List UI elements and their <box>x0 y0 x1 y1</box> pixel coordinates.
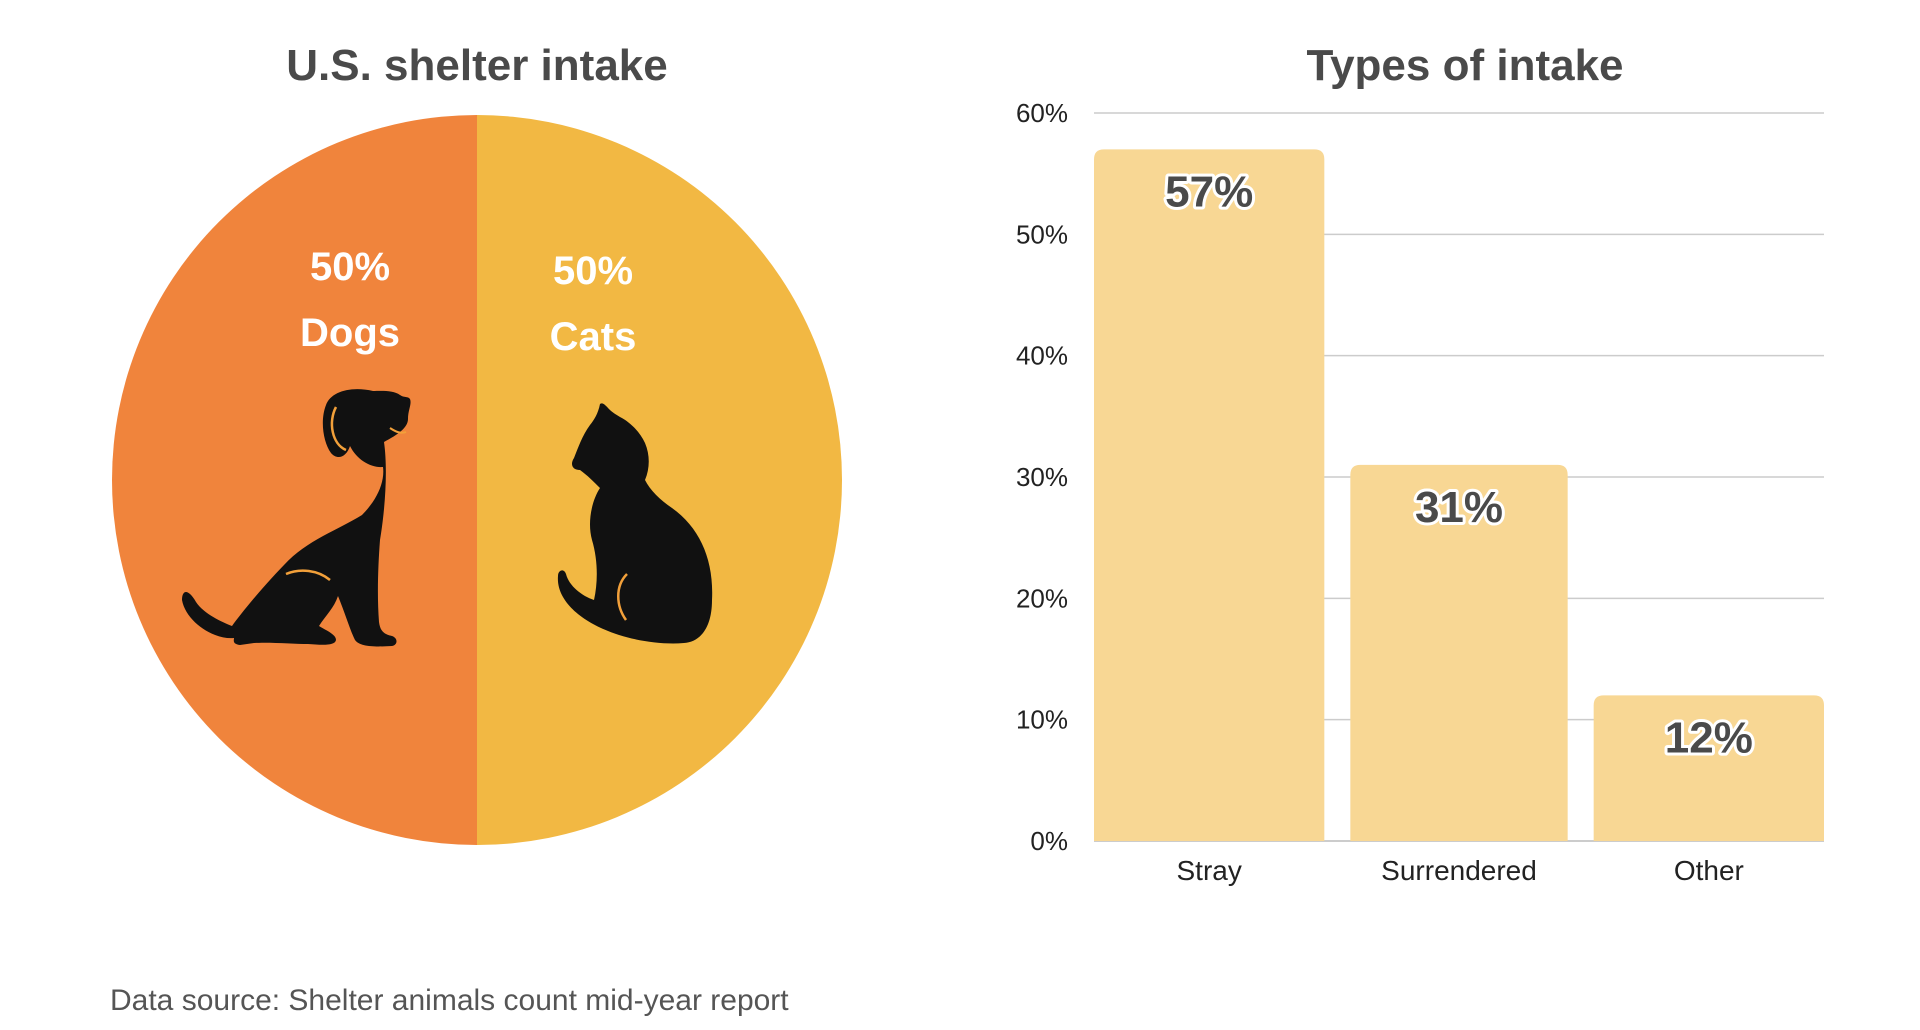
pie-slice-dogs <box>112 115 477 845</box>
bar-chart-data-labels: 57% 31% 12% <box>1162 164 1756 765</box>
pie-slice-cats <box>477 115 842 845</box>
dog-silhouette-icon <box>182 389 411 647</box>
x-tick-label: Other <box>1674 855 1744 886</box>
y-tick-label: 20% <box>1016 583 1068 613</box>
pie-chart: U.S. shelter intake 50% Dogs 50% Cats <box>112 41 842 845</box>
y-tick-label: 60% <box>1016 98 1068 128</box>
dogs-name-label: Dogs <box>300 311 400 355</box>
data-source-note: Data source: Shelter animals count mid-y… <box>110 984 789 1017</box>
bar-stray <box>1094 149 1325 841</box>
cats-name-label: Cats <box>550 315 637 359</box>
bar-chart-y-axis: 0% 10% 20% 30% 40% 50% 60% <box>1016 98 1068 856</box>
bar-chart-bars <box>1094 149 1824 841</box>
x-tick-label: Surrendered <box>1381 855 1537 886</box>
y-tick-label: 40% <box>1016 341 1068 371</box>
bar-surrendered <box>1350 464 1568 841</box>
bar-chart: Types of intake 0% 10% 20% 30% 40% 50% 60% Str… <box>1016 41 1824 886</box>
x-tick-label: Stray <box>1176 855 1241 886</box>
cats-percent-label: 50% <box>553 249 633 293</box>
y-tick-label: 30% <box>1016 462 1068 492</box>
y-tick-label: 0% <box>1030 826 1068 856</box>
data-label: 12% <box>1665 713 1753 762</box>
dogs-percent-label: 50% <box>310 245 390 289</box>
pie-chart-title: U.S. shelter intake <box>286 41 667 90</box>
bar-chart-x-axis: Stray Surrendered Other <box>1176 855 1743 886</box>
data-label: 57% <box>1165 167 1253 216</box>
bar-other <box>1593 695 1824 841</box>
data-label: 31% <box>1415 483 1503 532</box>
y-tick-label: 10% <box>1016 705 1068 735</box>
y-tick-label: 50% <box>1016 219 1068 249</box>
bar-chart-title: Types of intake <box>1306 41 1623 90</box>
cat-silhouette-icon <box>557 403 713 644</box>
